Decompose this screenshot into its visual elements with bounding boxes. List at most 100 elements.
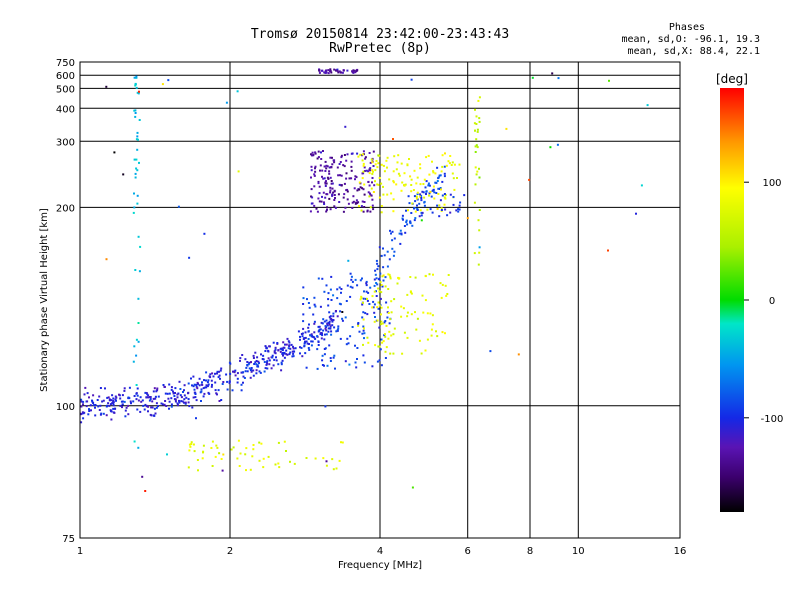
data-point <box>443 165 446 168</box>
data-point <box>371 365 374 368</box>
data-point <box>333 159 336 162</box>
data-point <box>365 284 368 287</box>
data-point <box>154 397 157 400</box>
data-point <box>121 400 124 403</box>
data-point <box>337 327 340 330</box>
data-point <box>203 379 205 382</box>
data-point <box>139 410 142 413</box>
data-point <box>215 444 218 447</box>
data-point <box>240 383 243 386</box>
data-point <box>306 298 308 301</box>
data-point <box>112 404 115 407</box>
data-point <box>113 411 116 414</box>
data-point <box>277 363 280 366</box>
data-point <box>401 217 404 220</box>
data-point <box>475 115 478 118</box>
data-point <box>137 297 140 300</box>
data-point <box>389 352 392 355</box>
data-point <box>214 389 217 392</box>
data-point <box>338 201 341 203</box>
data-point <box>379 297 382 300</box>
data-point <box>473 252 476 255</box>
data-point <box>358 188 361 191</box>
data-point <box>319 328 322 331</box>
data-point <box>475 173 478 176</box>
data-point <box>214 455 217 458</box>
data-point <box>340 156 343 159</box>
data-point <box>386 156 389 159</box>
data-point <box>377 307 380 310</box>
data-point <box>256 356 259 359</box>
data-point <box>191 384 193 387</box>
data-point <box>133 206 136 209</box>
data-point <box>330 333 333 336</box>
data-point <box>354 178 356 181</box>
data-point <box>408 202 411 205</box>
data-point <box>323 177 326 180</box>
data-point <box>310 153 312 156</box>
data-point <box>201 457 204 460</box>
data-point <box>420 197 423 199</box>
data-point <box>364 156 367 159</box>
data-point <box>344 360 347 363</box>
data-point <box>200 390 203 393</box>
data-point <box>324 325 327 328</box>
data-point <box>414 210 417 213</box>
data-point <box>136 387 139 390</box>
data-point <box>303 337 306 340</box>
data-point <box>356 69 359 72</box>
data-point <box>440 296 443 299</box>
data-point <box>144 490 147 492</box>
data-point <box>386 316 389 319</box>
data-point <box>135 398 138 401</box>
data-point <box>174 387 177 390</box>
data-point <box>317 197 320 200</box>
data-point <box>287 340 290 343</box>
data-point <box>444 332 446 335</box>
data-point <box>424 186 427 189</box>
data-point <box>145 392 148 394</box>
data-point <box>358 181 361 184</box>
data-point <box>244 453 247 456</box>
data-point <box>188 443 191 446</box>
data-point <box>128 386 131 389</box>
data-point <box>384 350 387 353</box>
data-point <box>377 183 380 186</box>
data-point <box>320 321 323 324</box>
data-point <box>376 183 379 186</box>
data-point <box>188 405 191 408</box>
colorbar <box>720 88 744 512</box>
data-point <box>177 404 179 407</box>
data-point <box>380 306 383 309</box>
data-point <box>354 71 357 74</box>
data-point <box>190 377 192 380</box>
data-point <box>264 367 267 370</box>
data-point <box>489 350 492 353</box>
data-point <box>119 397 122 400</box>
data-point <box>392 138 394 140</box>
data-point <box>288 341 291 344</box>
data-point <box>323 203 326 205</box>
data-point <box>410 178 413 181</box>
data-point <box>257 360 260 363</box>
data-point <box>411 486 414 489</box>
data-point <box>326 165 329 168</box>
data-point <box>331 156 333 159</box>
data-point <box>377 278 380 281</box>
data-point <box>249 468 252 471</box>
data-point <box>427 184 430 187</box>
data-point <box>257 365 260 368</box>
data-point <box>258 441 261 444</box>
data-point <box>405 219 408 222</box>
data-point <box>308 323 310 326</box>
data-point <box>357 324 360 327</box>
data-point <box>121 403 124 406</box>
data-point <box>346 337 349 340</box>
data-point <box>285 450 287 452</box>
data-point <box>212 375 215 378</box>
data-point <box>362 164 365 167</box>
data-point <box>166 392 169 395</box>
data-point <box>129 400 132 403</box>
data-point <box>405 209 407 212</box>
data-point <box>390 311 393 314</box>
